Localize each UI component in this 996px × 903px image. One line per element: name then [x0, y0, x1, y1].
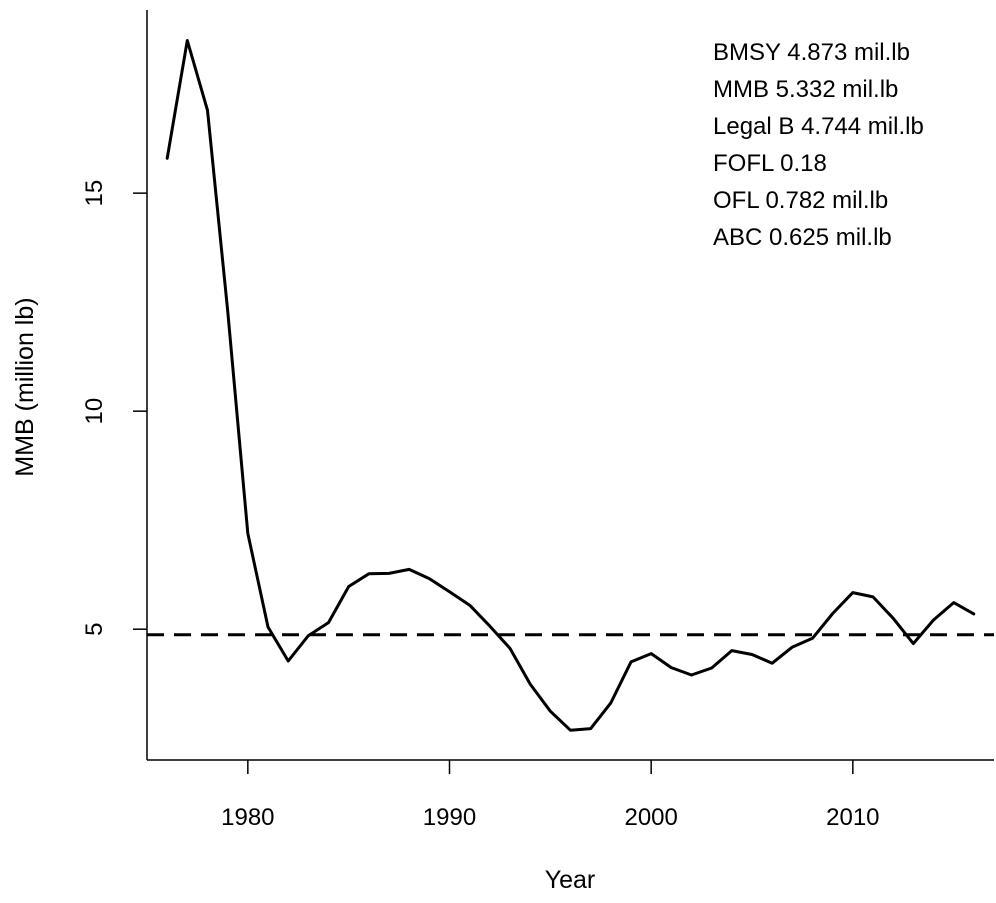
x-tick-label: 1990	[423, 804, 476, 831]
annotation-line: Legal B 4.744 mil.lb	[713, 113, 924, 140]
y-tick-label: 10	[81, 398, 108, 425]
x-tick-label: 2010	[826, 804, 879, 831]
series-group	[165, 39, 976, 732]
annotation-line: BMSY 4.873 mil.lb	[713, 39, 910, 66]
y-axis-title: MMB (million lb)	[11, 297, 39, 476]
y-ticks: 5 10 15	[81, 180, 147, 636]
annotation-line: MMB 5.332 mil.lb	[713, 76, 898, 103]
annotation-line: OFL 0.782 mil.lb	[713, 187, 888, 214]
annotations: BMSY 4.873 mil.lb MMB 5.332 mil.lb Legal B…	[713, 39, 924, 251]
x-ticks: 1980 1990 2000 2010	[221, 760, 880, 831]
x-axis-title: Year	[545, 866, 596, 894]
y-tick-label: 5	[81, 623, 108, 636]
y-tick-label: 15	[81, 180, 108, 207]
x-tick-label: 2000	[624, 804, 677, 831]
annotation-line: FOFL 0.18	[713, 150, 827, 177]
annotation-line: ABC 0.625 mil.lb	[713, 224, 892, 251]
x-tick-label: 1980	[221, 804, 274, 831]
mmb-series-line	[165, 39, 976, 732]
